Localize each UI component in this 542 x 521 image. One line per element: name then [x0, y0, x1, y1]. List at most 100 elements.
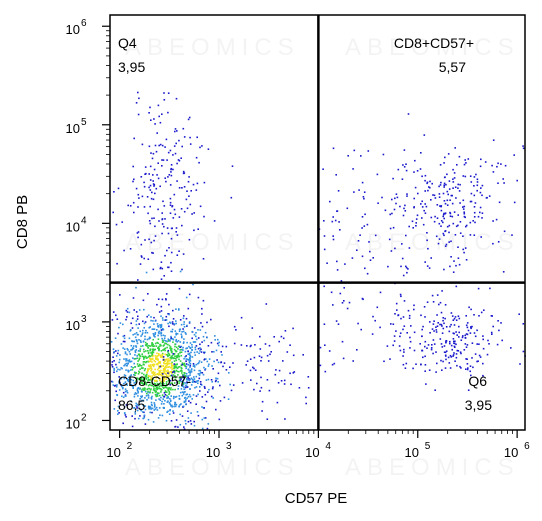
event-dot: [473, 234, 476, 236]
event-dot: [449, 340, 451, 343]
event-dot: [164, 254, 166, 257]
event-dot: [182, 342, 185, 344]
event-dot: [432, 339, 435, 341]
event-dot: [176, 381, 178, 384]
event-dot: [163, 99, 166, 101]
event-dot: [135, 187, 138, 190]
event-dot: [179, 380, 181, 383]
event-dot: [143, 416, 146, 419]
event-dot: [260, 376, 262, 379]
event-dot: [144, 173, 146, 175]
event-dot: [459, 202, 461, 204]
event-dot: [511, 234, 513, 236]
event-dot: [167, 350, 169, 353]
event-dot: [170, 349, 172, 351]
quadrant-q4-name: Q4: [118, 35, 137, 51]
event-dot: [286, 351, 289, 353]
x-tick-exponent: 5: [425, 441, 431, 452]
event-dot: [124, 390, 127, 393]
event-dot: [183, 338, 185, 340]
event-dot: [175, 346, 178, 349]
event-dot: [164, 358, 166, 361]
event-dot: [174, 330, 177, 332]
event-dot: [141, 333, 143, 336]
event-dot: [140, 377, 143, 379]
event-dot: [353, 191, 355, 193]
event-dot: [169, 388, 171, 390]
event-dot: [167, 363, 170, 365]
event-dot: [190, 369, 193, 371]
event-dot: [159, 399, 162, 401]
event-dot: [471, 342, 474, 344]
event-dot: [188, 379, 191, 382]
event-dot: [169, 403, 171, 405]
event-dot: [170, 335, 172, 338]
event-dot: [124, 388, 127, 390]
event-dot: [153, 359, 155, 362]
event-dot: [153, 316, 155, 319]
event-dot: [181, 374, 184, 376]
event-dot: [445, 340, 447, 342]
event-dot: [336, 269, 339, 271]
event-dot: [156, 358, 158, 361]
event-dot: [135, 332, 138, 334]
event-dot: [177, 385, 180, 387]
event-dot: [213, 220, 216, 222]
event-dot: [180, 354, 183, 357]
event-dot: [122, 422, 124, 425]
event-dot: [186, 347, 188, 349]
y-axis-title: CD8 PB: [14, 195, 31, 249]
event-dot: [405, 266, 408, 269]
event-dot: [469, 365, 472, 367]
event-dot: [175, 395, 178, 398]
event-dot: [118, 380, 120, 382]
event-dot: [189, 378, 191, 381]
event-dot: [401, 178, 404, 180]
event-dot: [225, 369, 228, 371]
event-dot: [403, 207, 405, 210]
event-dot: [158, 394, 161, 397]
event-dot: [155, 345, 158, 347]
event-dot: [173, 208, 176, 211]
event-dot: [157, 342, 159, 344]
event-dot: [376, 306, 379, 309]
event-dot: [441, 325, 443, 327]
event-dot: [179, 341, 182, 343]
event-dot: [163, 387, 165, 389]
event-dot: [189, 354, 191, 357]
event-dot: [250, 379, 252, 381]
event-dot: [394, 313, 396, 315]
event-dot: [396, 309, 398, 311]
event-dot: [442, 319, 444, 322]
event-dot: [407, 268, 409, 270]
event-dot: [114, 399, 116, 402]
event-dot: [402, 355, 404, 357]
event-dot: [439, 338, 442, 340]
event-dot: [132, 379, 135, 382]
event-dot: [172, 397, 175, 400]
event-dot: [392, 323, 395, 325]
event-dot: [456, 164, 458, 166]
event-dot: [153, 403, 156, 406]
event-dot: [473, 332, 476, 334]
event-dot: [336, 210, 338, 212]
event-dot: [127, 204, 129, 207]
event-dot: [266, 354, 269, 357]
event-dot: [147, 406, 150, 409]
event-dot: [440, 343, 443, 345]
event-dot: [181, 363, 183, 366]
event-dot: [438, 196, 441, 198]
event-dot: [456, 349, 459, 352]
event-dot: [147, 405, 150, 408]
event-dot: [116, 318, 119, 320]
event-dot: [200, 322, 202, 324]
event-dot: [154, 405, 156, 407]
event-dot: [154, 225, 156, 228]
event-dot: [396, 196, 399, 199]
event-dot: [186, 341, 188, 344]
event-dot: [117, 405, 120, 408]
event-dot: [268, 344, 271, 347]
event-dot: [182, 376, 185, 379]
event-dot: [182, 381, 185, 384]
event-dot: [127, 379, 130, 381]
